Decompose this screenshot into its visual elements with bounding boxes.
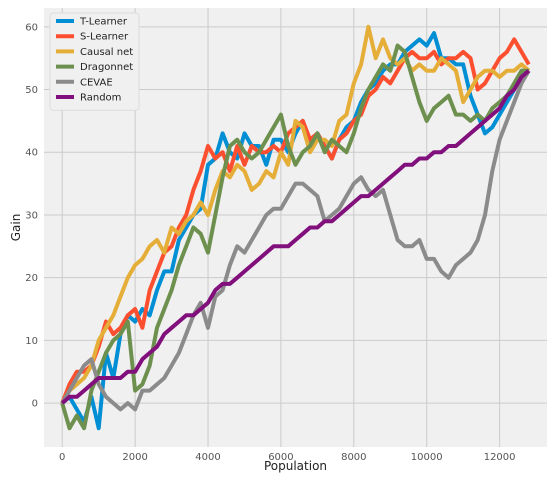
- series-line-causal-net: [60, 24, 531, 405]
- legend-label: CEVAE: [80, 77, 113, 88]
- x-tick-label: 12000: [484, 452, 516, 463]
- legend: T-Learner S-Learner Causal net Dragonnet CEV…: [49, 12, 140, 111]
- x-tick-label: 10000: [411, 452, 443, 463]
- y-tick-label: 10: [25, 336, 38, 347]
- series-line-t-learner: [60, 31, 529, 431]
- x-tick-label: 8000: [341, 452, 366, 463]
- series-lines: [60, 24, 531, 431]
- x-axis-ticks: 0 2000 4000 6000 8000 10000 12000: [59, 452, 515, 463]
- x-tick-label: 2000: [122, 452, 147, 463]
- series-line-cevae: [60, 69, 531, 412]
- x-tick-label: 0: [59, 452, 65, 463]
- legend-label: S-Learner: [80, 32, 129, 43]
- x-axis-label: Population: [264, 459, 327, 473]
- y-tick-label: 30: [25, 210, 38, 221]
- legend-label: Causal net: [80, 47, 133, 58]
- y-axis-label: Gain: [9, 214, 23, 242]
- y-tick-label: 50: [25, 85, 38, 96]
- y-tick-label: 0: [32, 399, 38, 410]
- x-tick-label: 6000: [268, 452, 293, 463]
- legend-label: Random: [80, 93, 121, 104]
- x-tick-label: 4000: [195, 452, 220, 463]
- series-line-dragonnet: [60, 43, 529, 431]
- legend-label: Dragonnet: [80, 62, 133, 73]
- y-axis-ticks: 0 10 20 30 40 50 60: [25, 22, 38, 409]
- y-tick-label: 40: [25, 148, 38, 159]
- series-line-random: [60, 69, 531, 405]
- y-tick-label: 20: [25, 273, 38, 284]
- legend-label: T-Learner: [79, 17, 128, 28]
- y-tick-label: 60: [25, 22, 38, 33]
